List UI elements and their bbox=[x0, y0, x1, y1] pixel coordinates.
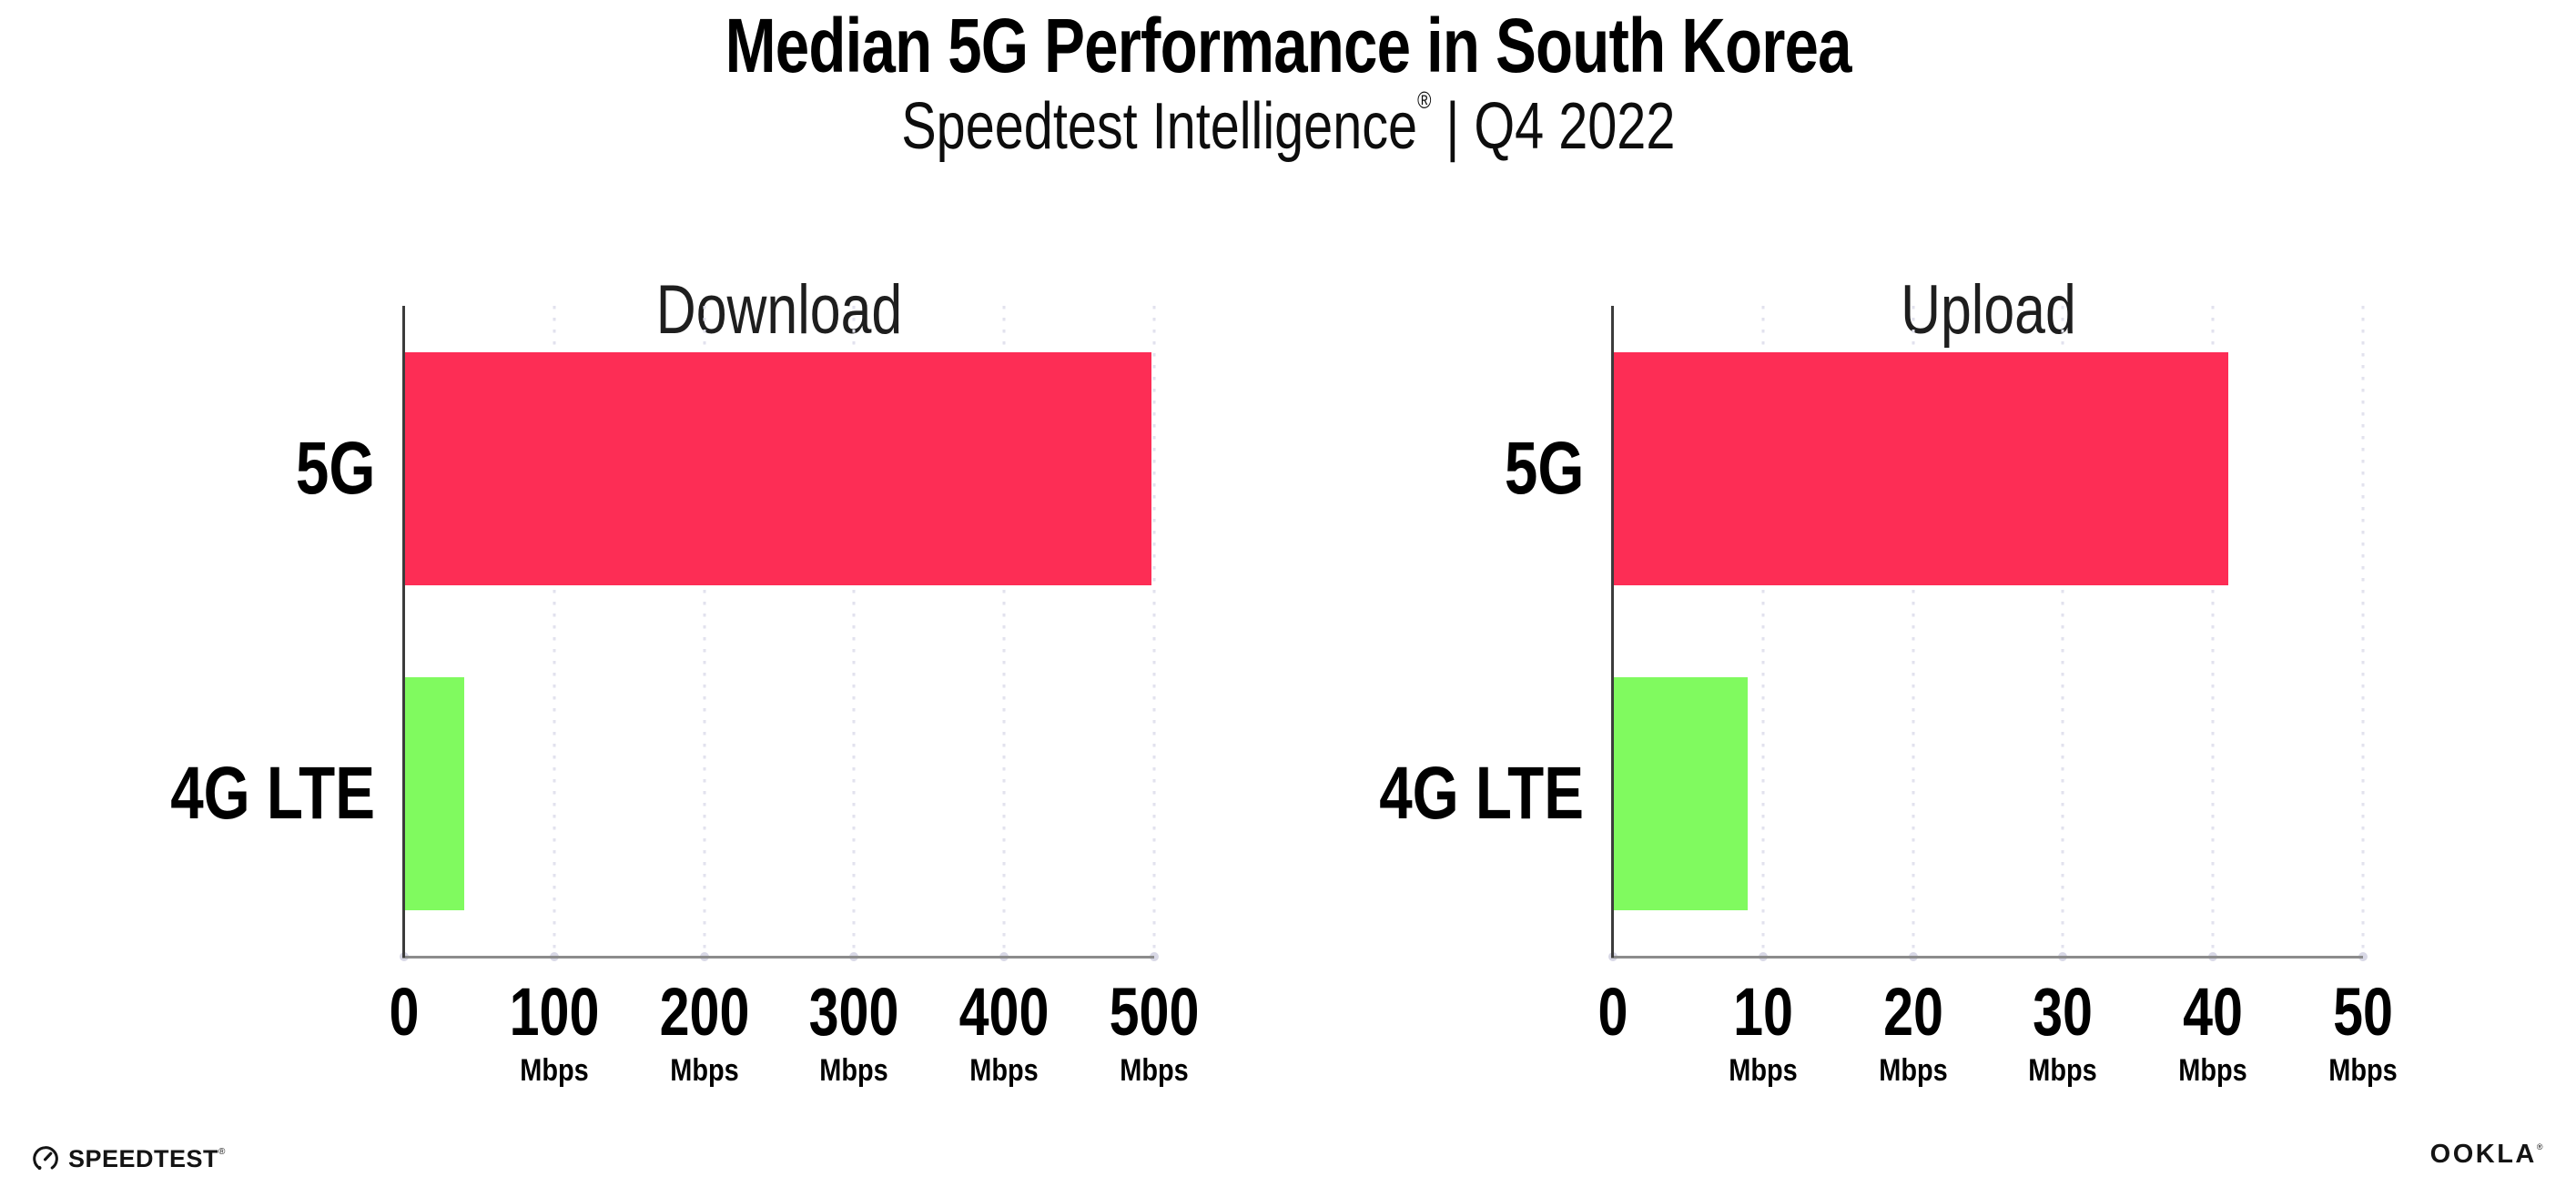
download-x-axis-labels: 0 100 Mbps 200 Mbps 300 Mbps 400 Mbps 500 Mbps bbox=[390, 974, 1200, 1106]
upload-x-axis-line bbox=[1611, 956, 2363, 959]
x-tick-unit: Mbps bbox=[1878, 1053, 1948, 1088]
x-tick-value: 0 bbox=[389, 974, 420, 1050]
bar-4g-lte-download bbox=[404, 677, 464, 911]
x-tick-unit: Mbps bbox=[1729, 1053, 1798, 1088]
x-tick-label-50: 50 Mbps bbox=[2323, 974, 2404, 1088]
x-tick-label-10: 10 Mbps bbox=[1722, 974, 1803, 1088]
speedtest-wordmark: SPEEDTEST® bbox=[68, 1145, 226, 1173]
gridline-30 bbox=[2061, 306, 2064, 957]
gridline-500 bbox=[1152, 306, 1156, 957]
gridline-50 bbox=[2361, 306, 2365, 957]
x-tick-label-200: 200 Mbps bbox=[648, 974, 760, 1088]
x-tick-value: 500 bbox=[1109, 974, 1200, 1050]
x-tick-value: 400 bbox=[958, 974, 1050, 1050]
speedtest-wordmark-text: SPEEDTEST bbox=[68, 1144, 219, 1172]
registered-mark-icon: ® bbox=[1416, 86, 1432, 114]
gridline-40 bbox=[2211, 306, 2215, 957]
x-tick-label-30: 30 Mbps bbox=[2023, 974, 2104, 1088]
x-tick-label-20: 20 Mbps bbox=[1872, 974, 1953, 1088]
x-tick-value: 20 bbox=[1882, 974, 1943, 1050]
gridline-200 bbox=[703, 306, 706, 957]
category-label-4g-lte: 4G LTE bbox=[1379, 752, 1584, 836]
x-tick-label-40: 40 Mbps bbox=[2173, 974, 2254, 1088]
x-tick-unit: Mbps bbox=[669, 1053, 739, 1088]
download-chart-title: Download bbox=[404, 276, 1154, 358]
gridline-400 bbox=[1002, 306, 1006, 957]
x-tick-unit: Mbps bbox=[819, 1053, 889, 1088]
x-tick-value: 100 bbox=[509, 974, 600, 1050]
category-label-5g: 5G bbox=[295, 426, 375, 510]
x-tick-unit: Mbps bbox=[2028, 1053, 2098, 1088]
x-tick-label-0: 0 bbox=[385, 979, 422, 1046]
x-tick-unit: Mbps bbox=[2328, 1053, 2398, 1088]
gridline-300 bbox=[852, 306, 856, 957]
upload-chart-title: Upload bbox=[1613, 276, 2363, 358]
page-subtitle-text: Speedtest Intelligence® | Q4 2022 bbox=[901, 87, 1675, 163]
bar-5g-upload bbox=[1613, 351, 2228, 585]
subtitle-brand: Speedtest Intelligence bbox=[900, 90, 1417, 163]
bar-4g-lte-upload bbox=[1613, 677, 1749, 911]
x-tick-value: 300 bbox=[809, 974, 899, 1050]
bar-5g-download bbox=[404, 351, 1151, 585]
download-chart-title-text: Download bbox=[655, 271, 903, 350]
speedtest-logo: SPEEDTEST® bbox=[31, 1144, 226, 1173]
x-tick-value: 40 bbox=[2183, 974, 2244, 1050]
gridline-10 bbox=[1761, 306, 1765, 957]
x-tick-value: 10 bbox=[1732, 974, 1793, 1050]
upload-chart-title-text: Upload bbox=[1900, 271, 2076, 350]
page-title: Median 5G Performance in South Korea bbox=[0, 3, 2576, 88]
subtitle-period: | Q4 2022 bbox=[1431, 90, 1676, 163]
speedtest-registered-mark-icon: ® bbox=[218, 1146, 226, 1157]
ookla-registered-mark-icon: ® bbox=[2536, 1142, 2545, 1151]
download-plot-area: 5G 4G LTE bbox=[170, 306, 1159, 961]
page-title-text: Median 5G Performance in South Korea bbox=[725, 3, 1851, 88]
upload-plot-area: 5G 4G LTE bbox=[1379, 306, 2368, 961]
gridline-20 bbox=[1912, 306, 1915, 957]
x-tick-label-100: 100 Mbps bbox=[498, 974, 610, 1088]
x-tick-label-400: 400 Mbps bbox=[948, 974, 1060, 1088]
x-tick-value: 200 bbox=[659, 974, 749, 1050]
x-tick-value: 50 bbox=[2333, 974, 2393, 1050]
upload-x-axis-labels: 0 10 Mbps 20 Mbps 30 Mbps 40 Mbps 50 Mbps bbox=[1598, 974, 2398, 1106]
ookla-logo: OOKLA® bbox=[2430, 1140, 2545, 1170]
category-label-5g: 5G bbox=[1504, 426, 1584, 510]
category-label-4g-lte: 4G LTE bbox=[170, 752, 375, 836]
x-tick-value: 0 bbox=[1597, 974, 1628, 1050]
page-subtitle: Speedtest Intelligence® | Q4 2022 bbox=[0, 87, 2576, 163]
ookla-wordmark-text: OOKLA bbox=[2429, 1140, 2537, 1169]
x-tick-unit: Mbps bbox=[2178, 1053, 2247, 1088]
x-tick-label-0: 0 bbox=[1594, 979, 1631, 1046]
download-y-axis-line bbox=[402, 306, 405, 958]
gridline-100 bbox=[553, 306, 556, 957]
x-tick-dot-500 bbox=[1150, 952, 1159, 961]
x-tick-dot-50 bbox=[2358, 952, 2368, 961]
x-tick-label-300: 300 Mbps bbox=[798, 974, 910, 1088]
x-tick-label-500: 500 Mbps bbox=[1098, 974, 1210, 1088]
speedtest-gauge-icon bbox=[33, 1146, 58, 1171]
download-x-axis-line bbox=[402, 956, 1154, 959]
x-tick-unit: Mbps bbox=[1120, 1053, 1189, 1088]
x-tick-unit: Mbps bbox=[969, 1053, 1039, 1088]
x-tick-unit: Mbps bbox=[520, 1053, 589, 1088]
x-tick-value: 30 bbox=[2033, 974, 2094, 1050]
upload-y-axis-line bbox=[1611, 306, 1614, 958]
